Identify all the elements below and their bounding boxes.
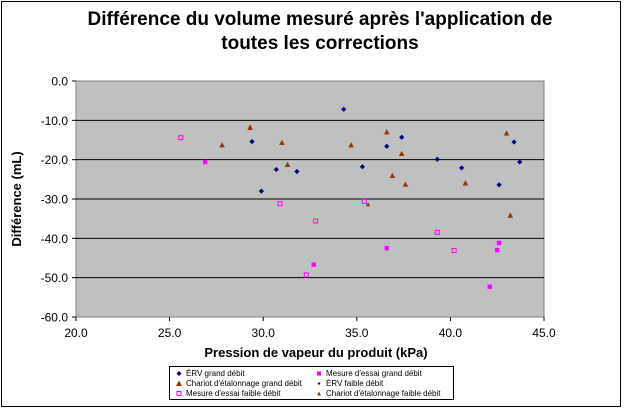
data-point [359, 164, 366, 170]
chart-title-line-2: toutes les corrections [221, 33, 419, 54]
data-point [402, 181, 409, 187]
data-point [383, 129, 390, 135]
x-tick-label: 30.0 [252, 326, 276, 340]
data-point [294, 168, 300, 175]
y-tick-label: -40.0 [41, 232, 69, 246]
series-4 [178, 135, 457, 278]
triangle-marker-icon [176, 380, 182, 386]
data-point [365, 202, 371, 207]
data-point [496, 240, 502, 246]
data-points [178, 106, 523, 289]
legend: ÉRV grand débit Mesure d'essai grand déb… [169, 366, 454, 400]
square-marker-icon [317, 371, 321, 376]
y-tick-label: 0.0 [51, 75, 68, 89]
x-tick-label: 25.0 [158, 326, 182, 340]
y-tick-label: -20.0 [41, 153, 69, 167]
data-point [341, 106, 347, 112]
x-axis-ticks: 20.0 25.0 30.0 35.0 40.0 45.0 [64, 317, 556, 340]
data-point [434, 229, 440, 235]
y-axis-label: Différence (mL) [9, 151, 24, 246]
data-point [511, 139, 517, 145]
data-point [399, 134, 405, 140]
series-0 [258, 106, 523, 194]
data-point [384, 143, 390, 149]
data-point [384, 245, 389, 251]
legend-label: Chariot d'étalonnage grand débit [186, 379, 302, 388]
data-point [219, 142, 225, 148]
data-point [517, 159, 523, 165]
series-1 [202, 159, 502, 289]
legend-label: ÉRV faible débit [326, 379, 384, 388]
data-point [178, 135, 184, 141]
data-point [311, 262, 316, 267]
data-point [434, 156, 440, 162]
data-point [487, 284, 492, 289]
data-point [258, 188, 264, 194]
data-point [348, 142, 354, 148]
y-tick-label: -10.0 [41, 114, 69, 128]
y-tick-label: -60.0 [41, 311, 69, 325]
data-point [284, 161, 291, 167]
data-point [398, 150, 405, 156]
data-point [462, 180, 469, 186]
data-point [249, 138, 255, 145]
y-tick-label: -30.0 [41, 193, 69, 207]
open-square-marker-icon [176, 391, 182, 396]
diamond-marker-icon [176, 371, 182, 376]
data-point [451, 248, 457, 254]
x-axis-label: Pression de vapeur du produit (kPa) [204, 345, 427, 360]
data-point [277, 201, 283, 207]
data-point [273, 166, 279, 173]
series-3 [249, 138, 440, 162]
x-tick-label: 35.0 [345, 326, 369, 340]
small-triangle-marker-icon [317, 391, 321, 396]
small-diamond-marker-icon [317, 382, 321, 385]
data-point [503, 130, 510, 136]
x-tick-label: 45.0 [532, 326, 556, 340]
data-point [247, 125, 253, 130]
data-point [279, 139, 285, 145]
chart-title: Différence du volume mesuré après l'appl… [40, 8, 600, 56]
x-tick-label: 40.0 [439, 326, 463, 340]
data-point [303, 272, 309, 278]
data-point [389, 172, 396, 178]
legend-label: Chariot d'étalonnage faible débit [326, 389, 441, 398]
legend-label: Mesure d'essai faible débit [186, 389, 281, 398]
data-point [202, 159, 208, 165]
data-point [459, 165, 465, 171]
series-5 [247, 125, 371, 207]
data-point [495, 247, 500, 253]
legend-label: ÉRV grand débit [186, 369, 245, 378]
gridlines [76, 119, 544, 279]
data-point [361, 198, 367, 204]
x-tick-label: 20.0 [64, 326, 88, 340]
data-point [507, 212, 514, 218]
y-axis-ticks: 0.0 -10.0 -20.0 -30.0 -40.0 -50.0 -60.0 [41, 75, 76, 325]
y-tick-label: -50.0 [41, 271, 69, 285]
legend-label: Mesure d'essai grand débit [326, 369, 422, 378]
data-point [496, 182, 502, 188]
data-point [313, 218, 319, 224]
chart-title-line-1: Différence du volume mesuré après l'appl… [87, 9, 553, 30]
